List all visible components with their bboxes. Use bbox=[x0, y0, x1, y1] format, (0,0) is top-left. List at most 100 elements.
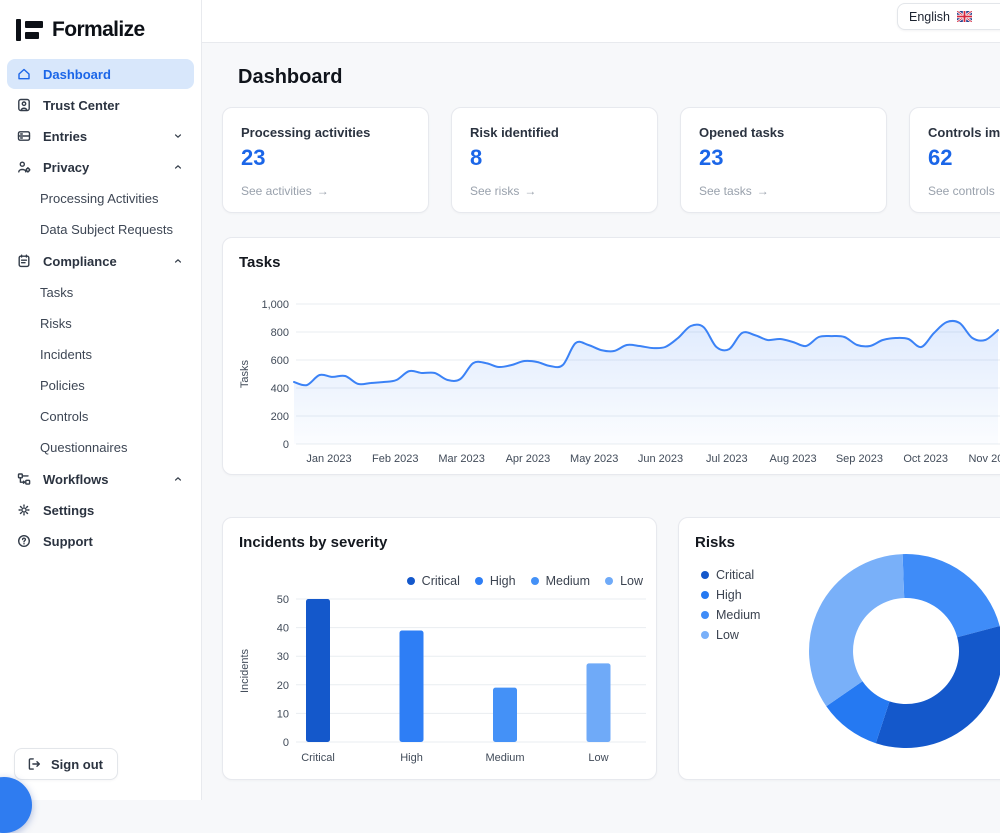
svg-text:1,000: 1,000 bbox=[261, 299, 289, 311]
sidebar-item-label: Questionnaires bbox=[40, 440, 127, 455]
svg-text:400: 400 bbox=[271, 383, 289, 395]
incidents-chart-title: Incidents by severity bbox=[239, 534, 656, 551]
donut-segment-low bbox=[809, 554, 904, 706]
svg-text:Jun 2023: Jun 2023 bbox=[638, 453, 683, 465]
see-controls-link[interactable]: See controls→ bbox=[928, 184, 1000, 198]
stat-value: 8 bbox=[470, 145, 639, 171]
legend-item-low: Low bbox=[701, 628, 760, 642]
badge-user-icon bbox=[16, 97, 32, 113]
svg-text:Oct 2023: Oct 2023 bbox=[903, 453, 948, 465]
sidebar-item-compliance[interactable]: Compliance bbox=[7, 246, 194, 276]
sign-out-button[interactable]: Sign out bbox=[14, 748, 118, 780]
chevron-up-icon bbox=[171, 472, 185, 486]
svg-text:Apr 2023: Apr 2023 bbox=[506, 453, 551, 465]
sidebar-item-processing-activities[interactable]: Processing Activities bbox=[0, 183, 201, 214]
sidebar-item-label: Tasks bbox=[40, 285, 73, 300]
language-label: English bbox=[909, 10, 950, 24]
stat-link-label: See controls bbox=[928, 184, 995, 198]
chevron-up-icon bbox=[171, 254, 185, 268]
svg-text:Nov 2023: Nov 2023 bbox=[968, 453, 1000, 465]
sidebar-item-support[interactable]: Support bbox=[7, 526, 194, 556]
sidebar-item-controls[interactable]: Controls bbox=[0, 401, 201, 432]
formalize-logo-icon bbox=[16, 19, 43, 41]
stat-label: Opened tasks bbox=[699, 125, 868, 140]
sidebar-item-data-subject-requests[interactable]: Data Subject Requests bbox=[0, 214, 201, 245]
stat-link-label: See tasks bbox=[699, 184, 752, 198]
stat-value: 62 bbox=[928, 145, 1000, 171]
sidebar-item-questionnaires[interactable]: Questionnaires bbox=[0, 432, 201, 463]
sidebar-item-label: Trust Center bbox=[43, 98, 120, 113]
sidebar-item-dashboard[interactable]: Dashboard bbox=[7, 59, 194, 89]
sidebar-item-trust-center[interactable]: Trust Center bbox=[7, 90, 194, 120]
legend-dot-icon bbox=[701, 591, 709, 599]
sidebar-item-risks[interactable]: Risks bbox=[0, 308, 201, 339]
sidebar-item-label: Entries bbox=[43, 129, 87, 144]
bar-high bbox=[400, 630, 424, 742]
home-icon bbox=[16, 66, 32, 82]
svg-text:Mar 2023: Mar 2023 bbox=[438, 453, 484, 465]
stat-card-processing-activities: Processing activities 23 See activities→ bbox=[222, 107, 429, 213]
workflow-icon bbox=[16, 471, 32, 487]
uk-flag-icon bbox=[957, 11, 972, 22]
stat-link-label: See activities bbox=[241, 184, 312, 198]
clipboard-icon bbox=[16, 253, 32, 269]
svg-text:Low: Low bbox=[588, 752, 608, 764]
sidebar-item-policies[interactable]: Policies bbox=[0, 370, 201, 401]
legend-item-critical: Critical bbox=[701, 568, 760, 582]
see-tasks-link[interactable]: See tasks → bbox=[699, 184, 868, 198]
svg-text:Jan 2023: Jan 2023 bbox=[306, 453, 351, 465]
svg-text:50: 50 bbox=[277, 594, 289, 606]
risks-donut-svg bbox=[791, 536, 1000, 766]
sidebar-item-incidents[interactable]: Incidents bbox=[0, 339, 201, 370]
donut-segment-medium bbox=[903, 554, 1000, 637]
arrow-right-icon: → bbox=[317, 184, 329, 198]
see-risks-link[interactable]: See risks→ bbox=[470, 184, 639, 198]
arrow-right-icon: → bbox=[757, 184, 769, 198]
svg-text:40: 40 bbox=[277, 623, 289, 635]
see-activities-link[interactable]: See activities → bbox=[241, 184, 410, 198]
tasks-chart-title: Tasks bbox=[239, 254, 1000, 271]
sidebar-item-settings[interactable]: Settings bbox=[7, 495, 194, 525]
stat-label: Risk identified bbox=[470, 125, 639, 140]
bar-critical bbox=[306, 599, 330, 742]
sidebar-item-privacy[interactable]: Privacy bbox=[7, 152, 194, 182]
sidebar-item-label: Settings bbox=[43, 503, 94, 518]
sign-out-icon bbox=[26, 756, 42, 772]
svg-text:10: 10 bbox=[277, 708, 289, 720]
stat-label: Processing activities bbox=[241, 125, 410, 140]
svg-text:Medium: Medium bbox=[485, 752, 524, 764]
page-title: Dashboard bbox=[238, 66, 1000, 89]
stat-label: Controls implemented bbox=[928, 125, 1000, 140]
svg-text:Tasks: Tasks bbox=[239, 359, 251, 388]
chevron-up-icon bbox=[171, 160, 185, 174]
sidebar-item-label: Compliance bbox=[43, 254, 117, 269]
svg-text:200: 200 bbox=[271, 411, 289, 423]
language-selector[interactable]: English bbox=[897, 3, 1000, 30]
sidebar-nav: Dashboard Trust Center Entries Privacy P… bbox=[0, 56, 201, 556]
legend-label: High bbox=[716, 588, 742, 602]
svg-text:600: 600 bbox=[271, 355, 289, 367]
bottom-row: Incidents by severity Critical High Medium… bbox=[222, 517, 1000, 780]
sidebar-item-entries[interactable]: Entries bbox=[7, 121, 194, 151]
svg-text:May 2023: May 2023 bbox=[570, 453, 618, 465]
sidebar-item-label: Incidents bbox=[40, 347, 92, 362]
sidebar-item-workflows[interactable]: Workflows bbox=[7, 464, 194, 494]
svg-text:Feb 2023: Feb 2023 bbox=[372, 453, 418, 465]
sidebar-item-label: Processing Activities bbox=[40, 191, 159, 206]
arrow-right-icon: → bbox=[524, 184, 536, 198]
help-icon bbox=[16, 533, 32, 549]
stat-card-opened-tasks: Opened tasks 23 See tasks→ bbox=[680, 107, 887, 213]
sidebar-item-label: Risks bbox=[40, 316, 72, 331]
svg-text:Jul 2023: Jul 2023 bbox=[706, 453, 748, 465]
chevron-down-icon bbox=[171, 129, 185, 143]
sidebar-item-label: Dashboard bbox=[43, 67, 111, 82]
sidebar-item-label: Workflows bbox=[43, 472, 109, 487]
sidebar-item-label: Controls bbox=[40, 409, 88, 424]
sidebar-item-tasks[interactable]: Tasks bbox=[0, 277, 201, 308]
